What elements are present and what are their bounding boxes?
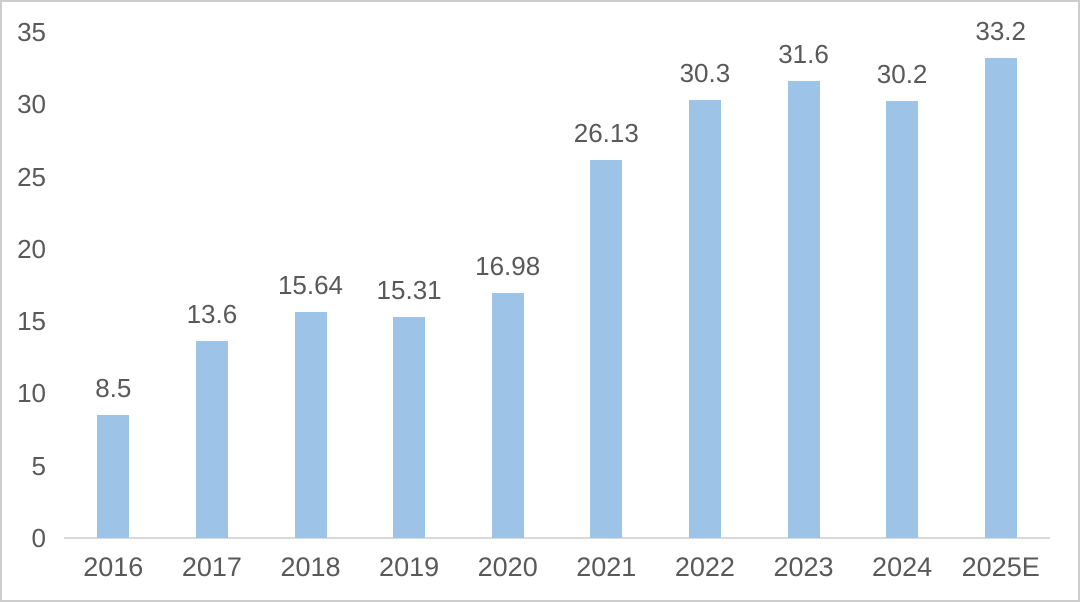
- y-axis-tick-label: 0: [31, 523, 46, 553]
- y-axis-tick-label: 10: [17, 378, 46, 409]
- x-axis-tick-label: 2020: [477, 552, 538, 582]
- x-axis-tick-label: 2024: [872, 552, 933, 582]
- bar-2016: [97, 415, 130, 538]
- bar-value-label: 30.3: [679, 57, 731, 88]
- bar-value-label: 15.31: [376, 274, 442, 305]
- bar-value-label: 15.64: [277, 269, 344, 300]
- bar-value-label: 13.6: [186, 299, 238, 330]
- bar-value-label: 8.5: [95, 373, 132, 404]
- x-axis-line: [64, 537, 1050, 539]
- bar-2025E: [984, 58, 1017, 538]
- y-axis-tick-label: 30: [17, 89, 46, 120]
- y-axis-tick-label: 20: [17, 233, 46, 264]
- bar-2019: [393, 316, 426, 538]
- bar-2017: [195, 341, 228, 538]
- bar-2022: [688, 99, 721, 538]
- bar-value-label: 30.2: [876, 59, 928, 90]
- bar-2021: [590, 160, 623, 538]
- x-axis-tick-label: 2016: [83, 552, 144, 582]
- y-axis-tick-label: 35: [17, 17, 46, 47]
- x-axis-tick-label: 2021: [576, 552, 637, 582]
- bar-value-label: 31.6: [778, 39, 829, 70]
- x-axis-tick-label: 2022: [674, 552, 735, 582]
- bar-value-label: 16.98: [475, 250, 541, 281]
- x-axis-tick-label: 2025E: [961, 552, 1040, 582]
- x-axis-tick-label: 2019: [379, 552, 440, 582]
- y-axis-tick-label: 5: [31, 450, 46, 481]
- y-axis-tick-label: 25: [17, 161, 46, 192]
- bar-2023: [787, 81, 820, 538]
- x-axis-tick-label: 2023: [773, 552, 834, 582]
- y-axis-tick-label: 15: [17, 306, 46, 337]
- bar-2018: [294, 311, 327, 538]
- x-axis-tick-label: 2018: [280, 552, 341, 582]
- bar-2024: [886, 101, 919, 538]
- bar-value-label: 33.2: [975, 16, 1026, 47]
- bar-value-label: 26.13: [573, 118, 639, 149]
- bar-2020: [491, 292, 524, 538]
- x-axis-tick-label: 2017: [181, 552, 242, 582]
